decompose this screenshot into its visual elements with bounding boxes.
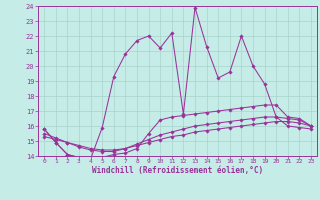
X-axis label: Windchill (Refroidissement éolien,°C): Windchill (Refroidissement éolien,°C) [92,166,263,175]
